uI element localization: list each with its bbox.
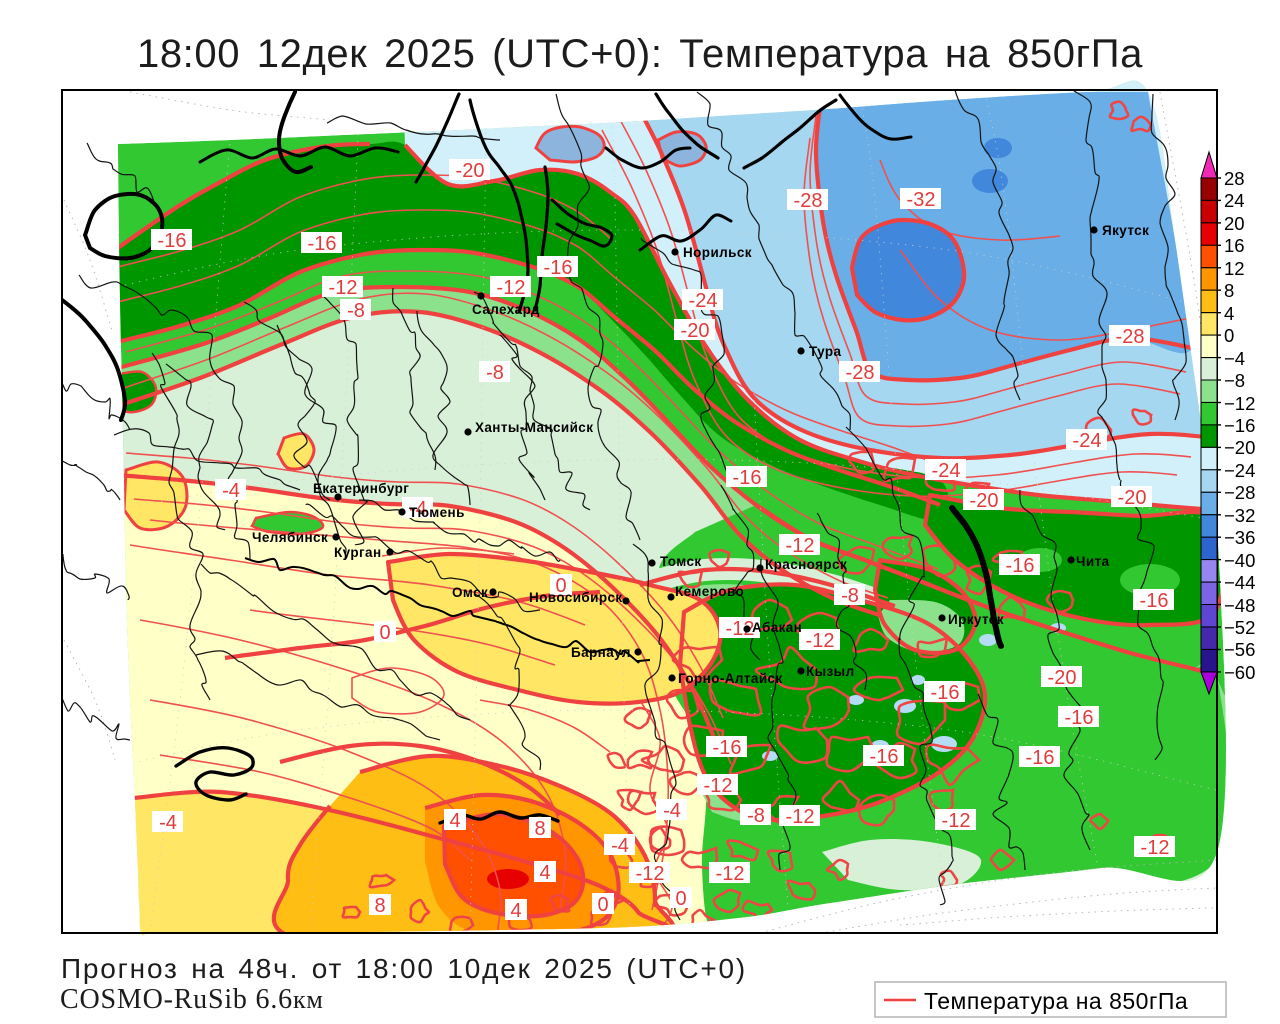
svg-text:-4: -4 bbox=[409, 498, 427, 520]
svg-text:-12: -12 bbox=[786, 535, 815, 557]
svg-text:−60: −60 bbox=[1224, 662, 1255, 683]
svg-text:24: 24 bbox=[1224, 190, 1245, 211]
svg-text:−12: −12 bbox=[1224, 393, 1255, 414]
svg-text:-4: -4 bbox=[222, 480, 240, 502]
svg-text:8: 8 bbox=[1224, 280, 1234, 301]
svg-text:−36: −36 bbox=[1224, 527, 1255, 548]
svg-text:-32: -32 bbox=[907, 189, 936, 211]
svg-text:0: 0 bbox=[1224, 325, 1234, 346]
svg-text:-20: -20 bbox=[970, 490, 999, 512]
svg-text:-16: -16 bbox=[733, 467, 762, 489]
svg-text:0: 0 bbox=[379, 622, 390, 644]
svg-text:-12: -12 bbox=[329, 277, 358, 299]
svg-text:-16: -16 bbox=[713, 737, 742, 759]
svg-text:−28: −28 bbox=[1224, 482, 1255, 503]
svg-text:-12: -12 bbox=[726, 618, 755, 640]
svg-text:-16: -16 bbox=[1026, 747, 1055, 769]
svg-text:0: 0 bbox=[597, 894, 608, 916]
svg-text:−8: −8 bbox=[1224, 370, 1245, 391]
svg-text:Томск: Томск bbox=[660, 554, 702, 569]
svg-text:-24: -24 bbox=[932, 460, 961, 482]
svg-text:Норильск: Норильск bbox=[683, 245, 752, 260]
svg-text:Кемерово: Кемерово bbox=[675, 584, 744, 599]
svg-text:-12: -12 bbox=[716, 863, 745, 885]
svg-text:-8: -8 bbox=[747, 805, 765, 827]
svg-text:-12: -12 bbox=[704, 775, 733, 797]
svg-text:-20: -20 bbox=[456, 160, 485, 182]
svg-text:-16: -16 bbox=[308, 233, 337, 255]
svg-text:20: 20 bbox=[1224, 213, 1245, 234]
svg-text:-8: -8 bbox=[841, 585, 859, 607]
svg-text:8: 8 bbox=[374, 895, 385, 917]
svg-text:-4: -4 bbox=[611, 835, 629, 857]
svg-text:-16: -16 bbox=[1006, 555, 1035, 577]
svg-text:28: 28 bbox=[1224, 168, 1245, 189]
svg-text:−40: −40 bbox=[1224, 550, 1255, 571]
svg-text:Красноярск: Красноярск bbox=[765, 557, 847, 572]
svg-text:-28: -28 bbox=[1116, 326, 1145, 348]
svg-text:Иркутск: Иркутск bbox=[948, 612, 1004, 627]
svg-text:12: 12 bbox=[1224, 258, 1245, 279]
svg-text:-24: -24 bbox=[689, 290, 718, 312]
svg-text:4: 4 bbox=[449, 810, 460, 832]
svg-text:16: 16 bbox=[1224, 235, 1245, 256]
svg-text:−52: −52 bbox=[1224, 617, 1255, 638]
svg-text:-16: -16 bbox=[870, 746, 899, 768]
svg-text:-12: -12 bbox=[786, 806, 815, 828]
svg-text:Кызыл: Кызыл bbox=[806, 664, 855, 679]
svg-text:Чита: Чита bbox=[1076, 554, 1110, 569]
svg-text:-8: -8 bbox=[347, 300, 365, 322]
svg-text:4: 4 bbox=[510, 900, 521, 922]
svg-text:Новосибирск: Новосибирск bbox=[529, 590, 623, 605]
svg-text:Абакан: Абакан bbox=[752, 620, 802, 635]
svg-text:-20: -20 bbox=[681, 320, 710, 342]
svg-text:-24: -24 bbox=[1073, 430, 1102, 452]
svg-text:-28: -28 bbox=[846, 362, 875, 384]
svg-text:-12: -12 bbox=[1141, 837, 1170, 859]
svg-text:−48: −48 bbox=[1224, 595, 1255, 616]
svg-text:−16: −16 bbox=[1224, 415, 1255, 436]
svg-text:Челябинск: Челябинск bbox=[252, 530, 328, 545]
svg-text:-20: -20 bbox=[1048, 667, 1077, 689]
svg-text:Тура: Тура bbox=[809, 344, 842, 359]
svg-text:Омск: Омск bbox=[452, 585, 488, 600]
svg-text:Салехард: Салехард bbox=[472, 302, 540, 317]
svg-text:-12: -12 bbox=[942, 810, 971, 832]
svg-text:Барнаул: Барнаул bbox=[571, 645, 631, 660]
svg-text:-28: -28 bbox=[794, 190, 823, 212]
svg-text:0: 0 bbox=[555, 575, 566, 597]
svg-text:-4: -4 bbox=[159, 812, 177, 834]
svg-text:Тюмень: Тюмень bbox=[409, 505, 465, 520]
svg-text:−56: −56 bbox=[1224, 639, 1255, 660]
svg-text:−24: −24 bbox=[1224, 460, 1255, 481]
svg-text:-12: -12 bbox=[497, 277, 526, 299]
svg-text:-16: -16 bbox=[158, 230, 187, 252]
svg-text:-12: -12 bbox=[636, 863, 665, 885]
svg-text:Курган: Курган bbox=[334, 545, 382, 560]
svg-text:−44: −44 bbox=[1224, 572, 1255, 593]
svg-text:−32: −32 bbox=[1224, 505, 1255, 526]
svg-text:-8: -8 bbox=[486, 362, 504, 384]
svg-text:4: 4 bbox=[1224, 303, 1234, 324]
svg-text:4: 4 bbox=[539, 862, 550, 884]
svg-text:-20: -20 bbox=[1118, 487, 1147, 509]
svg-text:Екатеринбург: Екатеринбург bbox=[313, 481, 409, 496]
svg-text:−4: −4 bbox=[1224, 348, 1245, 369]
svg-text:-16: -16 bbox=[1065, 707, 1094, 729]
svg-text:Ханты-Мансийск: Ханты-Мансийск bbox=[475, 420, 593, 435]
svg-text:8: 8 bbox=[534, 818, 545, 840]
svg-text:-16: -16 bbox=[544, 257, 573, 279]
svg-text:Якутск: Якутск bbox=[1102, 223, 1149, 238]
svg-text:-16: -16 bbox=[931, 682, 960, 704]
svg-text:Горно-Алтайск: Горно-Алтайск bbox=[678, 671, 783, 686]
svg-text:0: 0 bbox=[675, 888, 686, 910]
svg-text:-12: -12 bbox=[806, 630, 835, 652]
svg-text:−20: −20 bbox=[1224, 437, 1255, 458]
svg-text:-16: -16 bbox=[1140, 590, 1169, 612]
svg-text:-4: -4 bbox=[663, 800, 681, 822]
